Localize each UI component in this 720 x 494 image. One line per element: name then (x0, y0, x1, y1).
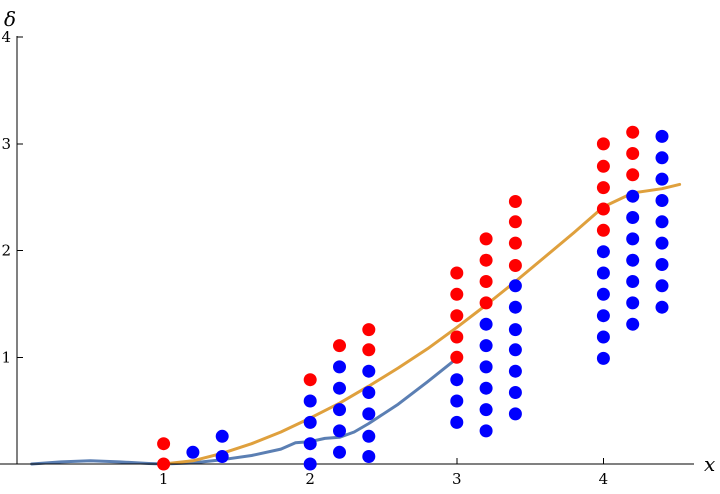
point-blue (626, 211, 640, 224)
point-blue (362, 450, 376, 463)
point-red (157, 457, 171, 471)
point-red (303, 373, 317, 387)
point-red (450, 350, 464, 364)
point-blue (508, 300, 522, 314)
x-tick-label: 1 (159, 470, 169, 488)
point-blue (655, 172, 669, 186)
point-blue (479, 403, 493, 417)
point-red (596, 223, 610, 237)
point-blue (450, 415, 464, 429)
y-tick-label: 3 (1, 135, 11, 153)
point-blue (508, 323, 522, 337)
x-axis-label: x (704, 452, 715, 476)
x-tick-label: 4 (599, 470, 609, 488)
point-red (450, 330, 464, 344)
point-red (596, 137, 610, 151)
point-blue (362, 429, 376, 443)
point-blue (508, 386, 522, 399)
curve-curve_blue (30, 356, 459, 466)
point-blue (362, 364, 376, 378)
point-red (362, 323, 376, 337)
point-blue (215, 450, 229, 463)
y-tick-label: 2 (1, 242, 11, 260)
point-blue (303, 457, 317, 471)
point-red (596, 202, 610, 216)
point-blue (333, 381, 346, 395)
point-blue (596, 351, 610, 365)
point-blue (508, 279, 522, 293)
y-tick-label: 4 (1, 28, 11, 46)
point-blue (303, 394, 317, 408)
point-red (508, 259, 522, 272)
point-red (333, 339, 346, 353)
point-blue (655, 279, 669, 293)
point-blue (362, 386, 376, 399)
point-red (508, 215, 522, 229)
point-red (362, 343, 376, 357)
point-blue (333, 424, 346, 438)
curves-layer (30, 182, 682, 466)
point-blue (333, 403, 346, 417)
point-red (626, 147, 640, 160)
point-blue (215, 429, 229, 443)
point-red (157, 437, 171, 451)
point-blue (303, 437, 317, 451)
point-red (596, 181, 610, 195)
point-blue (626, 317, 640, 331)
point-blue (655, 300, 669, 314)
x-tick-label: 3 (452, 470, 462, 488)
point-red (479, 253, 493, 267)
point-blue (333, 445, 346, 459)
point-blue (596, 245, 610, 259)
point-blue (655, 194, 669, 207)
point-red (450, 287, 464, 301)
point-red (508, 236, 522, 250)
point-blue (655, 151, 669, 165)
point-blue (450, 373, 464, 387)
point-blue (596, 287, 610, 301)
axes (0, 36, 694, 465)
x-tick-label: 2 (305, 470, 315, 488)
point-blue (626, 275, 640, 288)
point-blue (626, 296, 640, 310)
point-blue (479, 381, 493, 395)
point-blue (362, 407, 376, 421)
point-red (450, 309, 464, 323)
point-blue (626, 253, 640, 267)
point-red (626, 125, 640, 139)
point-red (508, 195, 522, 208)
point-blue (333, 360, 346, 374)
point-blue (479, 339, 493, 353)
point-red (479, 275, 493, 288)
y-axis-label: δ (4, 7, 16, 31)
point-blue (626, 189, 640, 203)
point-blue (655, 236, 669, 250)
point-blue (596, 330, 610, 344)
point-blue (655, 215, 669, 229)
point-blue (508, 364, 522, 378)
point-blue (596, 309, 610, 323)
points-layer (157, 125, 669, 471)
point-blue (508, 343, 522, 357)
point-blue (479, 360, 493, 374)
y-tick-label: 1 (1, 348, 11, 366)
point-blue (626, 232, 640, 246)
point-red (479, 296, 493, 310)
point-blue (450, 394, 464, 408)
point-blue (479, 424, 493, 438)
point-blue (479, 317, 493, 331)
point-red (626, 168, 640, 182)
point-blue (596, 266, 610, 280)
point-blue (186, 445, 200, 459)
point-red (596, 159, 610, 173)
point-blue (303, 415, 317, 429)
point-red (479, 232, 493, 246)
point-red (450, 266, 464, 280)
point-blue (655, 129, 669, 143)
point-blue (655, 258, 669, 271)
point-blue (508, 407, 522, 421)
